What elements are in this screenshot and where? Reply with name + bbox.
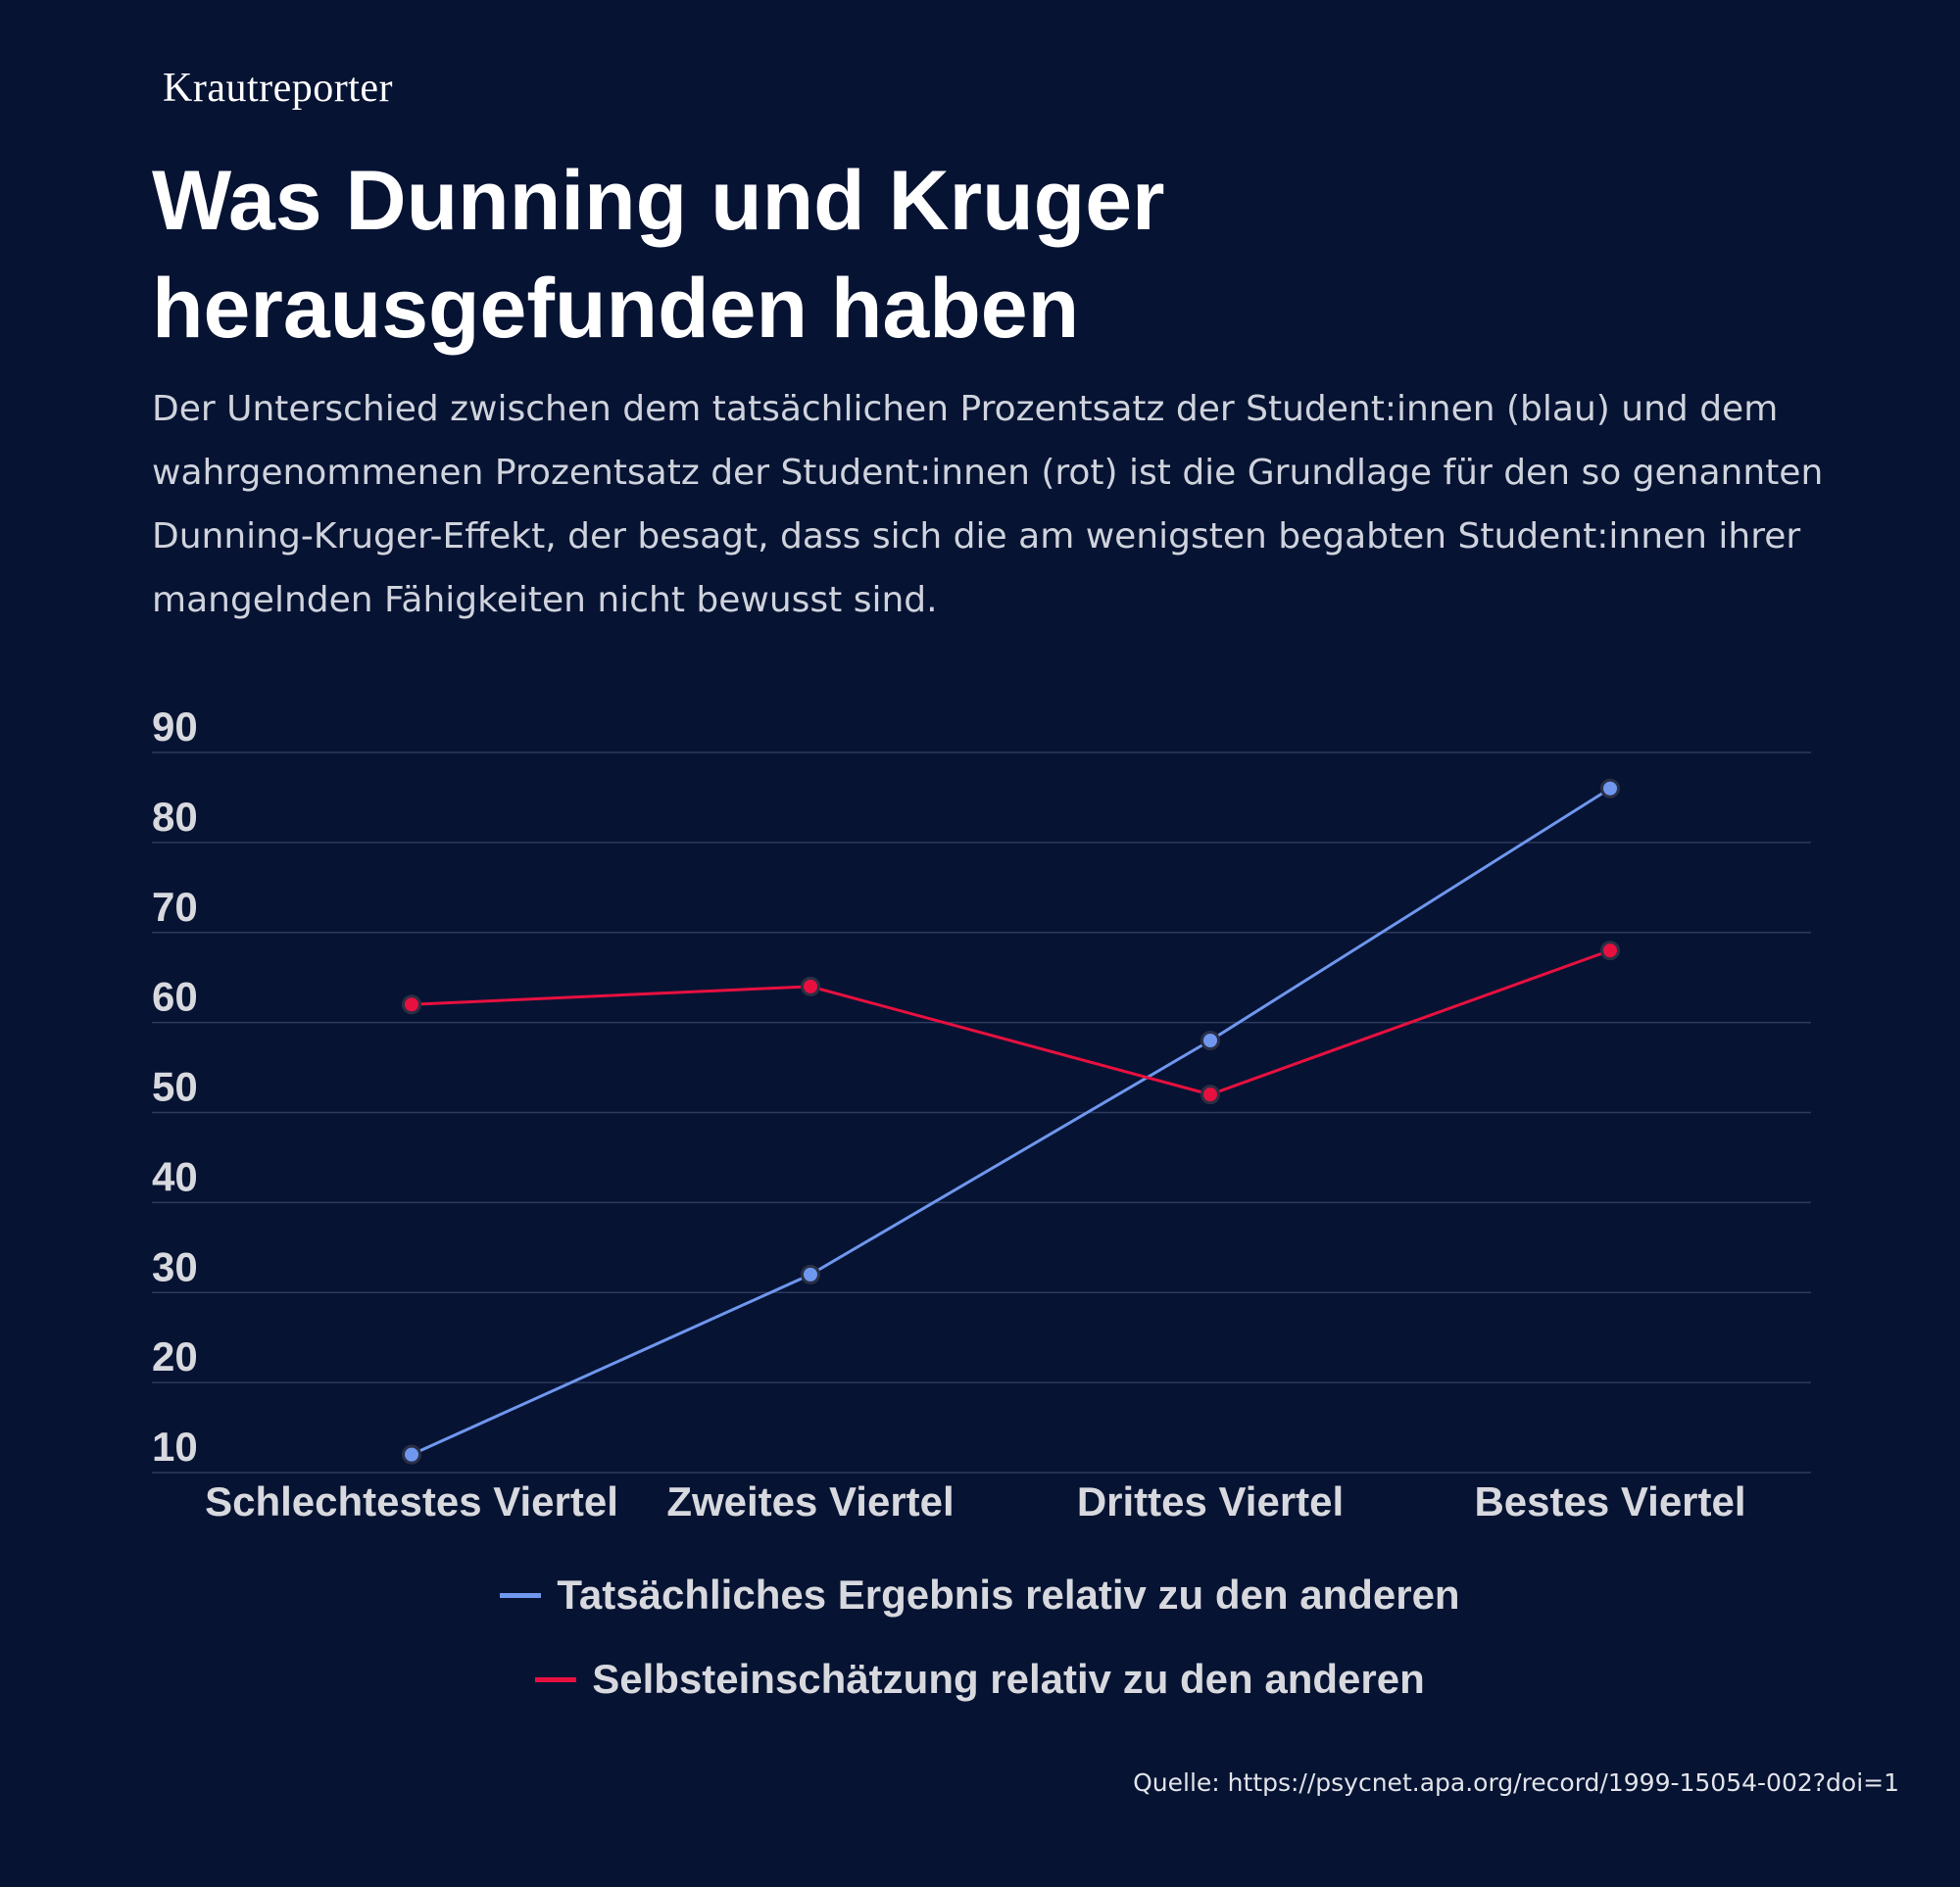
legend-swatch-actual [500,1593,542,1599]
data-point-self [1200,1085,1220,1105]
legend-label-actual: Tatsächliches Ergebnis relativ zu den an… [557,1572,1460,1618]
y-tick-label: 80 [152,794,198,840]
x-tick-label: Zweites Viertel [666,1478,954,1524]
y-tick-label: 90 [152,703,198,750]
legend-item-actual: Tatsächliches Ergebnis relativ zu den an… [0,1572,1960,1619]
y-tick-label: 60 [152,974,198,1020]
series-points [402,778,1620,1465]
chart-title-line-2: herausgefunden haben [152,262,1080,356]
y-tick-label: 10 [152,1424,198,1470]
x-tick-label: Bestes Viertel [1474,1478,1745,1524]
y-tick-label: 40 [152,1153,198,1199]
y-tick-label: 50 [152,1064,198,1110]
data-point-self [801,976,820,996]
series-line-self [411,948,1611,1096]
y-tick-label: 30 [152,1243,198,1289]
series-line-actual [411,787,1611,1456]
chart-title: Was Dunning und Kruger herausgefunden ha… [152,147,1426,363]
chart-subtitle: Der Unterschied zwischen dem tatsächlich… [152,389,1824,620]
x-axis-ticks: Schlechtestes Viertel Zweites Viertel Drit… [205,1478,1745,1524]
legend-item-self: Selbsteinschätzung relativ zu den andere… [0,1656,1960,1703]
data-point-self [1600,941,1620,961]
y-tick-label: 20 [152,1333,198,1379]
data-point-actual [402,1444,421,1465]
source-note: Quelle: https://psycnet.apa.org/record/1… [1133,1768,1899,1797]
brand-logo: Krautreporter [163,66,394,111]
data-point-actual [1600,778,1620,798]
data-point-actual [1200,1031,1220,1050]
y-tick-label: 70 [152,884,198,930]
legend-label-self: Selbsteinschätzung relativ zu den andere… [592,1656,1425,1702]
data-point-self [402,994,421,1015]
x-tick-label: Drittes Viertel [1077,1478,1344,1524]
chart-title-line-1: Was Dunning und Kruger [152,154,1165,248]
y-axis-ticks: 10 20 30 40 50 60 70 80 90 [152,703,198,1470]
series-lines [411,787,1611,1456]
gridlines [152,751,1811,1474]
data-point-actual [801,1264,820,1284]
x-tick-label: Schlechtestes Viertel [205,1478,618,1524]
legend-swatch-self [535,1677,577,1683]
